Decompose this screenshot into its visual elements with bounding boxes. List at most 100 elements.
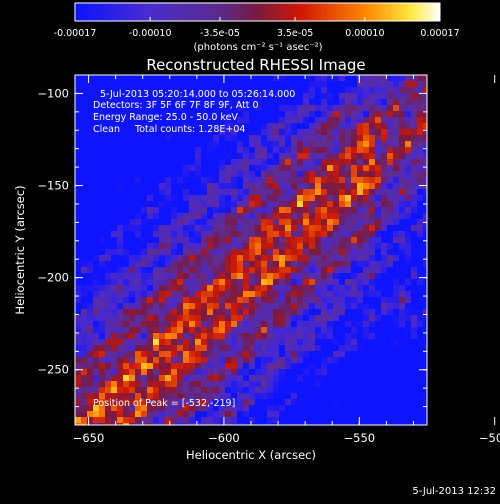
- heatmap-cell: [393, 243, 400, 250]
- heatmap-cell: [225, 255, 232, 262]
- heatmap-cell: [303, 159, 310, 166]
- heatmap-cell: [213, 243, 220, 250]
- heatmap-cell: [249, 195, 256, 202]
- heatmap-cell: [171, 381, 178, 388]
- heatmap-cell: [213, 267, 220, 274]
- heatmap-cell: [147, 225, 154, 232]
- heatmap-cell: [423, 195, 427, 202]
- heatmap-cell: [303, 423, 310, 425]
- heatmap-cell: [273, 351, 280, 358]
- heatmap-cell: [165, 321, 172, 328]
- heatmap-cell: [237, 93, 244, 100]
- heatmap-cell: [105, 285, 112, 292]
- heatmap-cell: [147, 375, 154, 382]
- heatmap-cell: [105, 93, 112, 100]
- heatmap-cell: [231, 219, 238, 226]
- heatmap-cell: [153, 237, 160, 244]
- heatmap-cell: [405, 297, 412, 304]
- heatmap-cell: [177, 339, 184, 346]
- heatmap-cell: [273, 339, 280, 346]
- heatmap-cell: [141, 237, 148, 244]
- heatmap-cell: [375, 411, 382, 418]
- heatmap-cell: [327, 237, 334, 244]
- heatmap-cell: [231, 237, 238, 244]
- heatmap-cell: [399, 243, 406, 250]
- heatmap-cell: [273, 399, 280, 406]
- heatmap-cell: [357, 117, 364, 124]
- heatmap-cell: [135, 273, 142, 280]
- heatmap-cell: [267, 75, 274, 82]
- heatmap-cell: [387, 273, 394, 280]
- heatmap-cell: [423, 171, 427, 178]
- heatmap-cell: [285, 399, 292, 406]
- heatmap-cell: [285, 369, 292, 376]
- heatmap-cell: [183, 411, 190, 418]
- heatmap-cell: [213, 297, 220, 304]
- heatmap-cell: [99, 411, 106, 418]
- heatmap-cell: [201, 279, 208, 286]
- heatmap-cell: [339, 147, 346, 154]
- heatmap-cell: [219, 273, 226, 280]
- heatmap-cell: [207, 207, 214, 214]
- heatmap-cell: [225, 177, 232, 184]
- heatmap-cell: [411, 327, 418, 334]
- heatmap-cell: [105, 147, 112, 154]
- heatmap-cell: [411, 105, 418, 112]
- heatmap-cell: [135, 417, 142, 424]
- heatmap-cell: [291, 399, 298, 406]
- heatmap-cell: [273, 123, 280, 130]
- heatmap-cell: [357, 75, 364, 82]
- heatmap-cell: [231, 105, 238, 112]
- heatmap-cell: [423, 189, 427, 196]
- heatmap-cell: [207, 75, 214, 82]
- heatmap-cell: [273, 249, 280, 256]
- heatmap-cell: [195, 111, 202, 118]
- heatmap-cell: [243, 387, 250, 394]
- heatmap-cell: [297, 117, 304, 124]
- heatmap-cell: [339, 243, 346, 250]
- heatmap-cell: [351, 213, 358, 220]
- heatmap-cell: [315, 273, 322, 280]
- heatmap-cell: [225, 105, 232, 112]
- heatmap-cell: [387, 219, 394, 226]
- heatmap-cell: [81, 147, 88, 154]
- heatmap-cell: [303, 231, 310, 238]
- heatmap-cell: [123, 213, 130, 220]
- heatmap-cell: [159, 363, 166, 370]
- heatmap-cell: [195, 189, 202, 196]
- heatmap-cell: [183, 339, 190, 346]
- heatmap-cell: [261, 225, 268, 232]
- heatmap-cell: [135, 339, 142, 346]
- heatmap-cell: [345, 213, 352, 220]
- heatmap-cell: [297, 93, 304, 100]
- heatmap-cell: [201, 99, 208, 106]
- heatmap-cell: [171, 81, 178, 88]
- heatmap-cell: [219, 405, 226, 412]
- heatmap-cell: [357, 291, 364, 298]
- annotation-time-range: 5-Jul-2013 05:20:14.000 to 05:26:14.000: [100, 89, 295, 100]
- heatmap-cell: [189, 297, 196, 304]
- heatmap-cell: [351, 129, 358, 136]
- heatmap-cell: [333, 417, 340, 424]
- heatmap-cell: [135, 123, 142, 130]
- heatmap-cell: [255, 141, 262, 148]
- heatmap-cell: [273, 357, 280, 364]
- heatmap-cell: [393, 399, 400, 406]
- heatmap-cell: [303, 117, 310, 124]
- heatmap-cell: [345, 285, 352, 292]
- heatmap-cell: [225, 147, 232, 154]
- heatmap-cell: [117, 213, 124, 220]
- heatmap-cell: [351, 345, 358, 352]
- heatmap-cell: [255, 399, 262, 406]
- heatmap-cell: [303, 177, 310, 184]
- heatmap-cell: [369, 249, 376, 256]
- heatmap-cell: [165, 225, 172, 232]
- heatmap-cell: [405, 87, 412, 94]
- heatmap-cell: [351, 399, 358, 406]
- heatmap-cell: [153, 123, 160, 130]
- heatmap-cell: [297, 261, 304, 268]
- heatmap-cell: [99, 261, 106, 268]
- heatmap-cell: [225, 135, 232, 142]
- heatmap-cell: [129, 423, 136, 425]
- heatmap-cell: [261, 399, 268, 406]
